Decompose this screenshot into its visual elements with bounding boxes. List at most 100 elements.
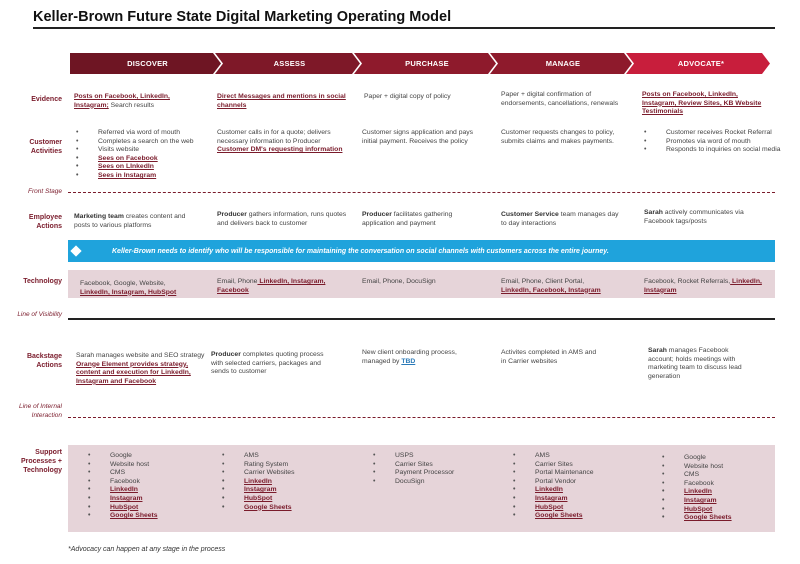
evidence-discover: Posts on Facebook, LinkedIn, Instagram; … [74, 93, 170, 109]
list-item: Google [660, 454, 770, 463]
list-item: Customer receives Rocket Referral [642, 129, 782, 138]
list-item: Rating System [220, 461, 340, 470]
page-title: Keller-Brown Future State Digital Market… [33, 9, 452, 25]
customer-purchase: Customer signs application and pays init… [362, 129, 474, 145]
employee-assess: Producer gathers information, runs quote… [217, 211, 347, 227]
evidence-assess-link[interactable]: Direct Messages and mentions in social c… [217, 93, 346, 109]
backstage-discover-link[interactable]: Orange Element provides strategy, conten… [76, 360, 191, 385]
list-item-link[interactable]: LinkedIn [86, 486, 206, 495]
stage-assess: ASSESS [273, 59, 306, 68]
customer-assess: Customer calls in for a quote; delivers … [217, 129, 352, 155]
list-item: CMS [86, 469, 206, 478]
list-item: Promotes via word of mouth [642, 138, 782, 147]
support-assess: AMS Rating System Carrier Websites Linke… [220, 452, 340, 512]
backstage-discover: Sarah manages website and SEO strategy O… [76, 352, 205, 385]
technology-discover: Facebook, Google, Website, LinkedIn, Ins… [80, 280, 210, 297]
evidence-advocate: Posts on Facebook, LinkedIn, Instagram, … [642, 91, 772, 117]
list-item-link[interactable]: Instagram [86, 495, 206, 504]
technology-discover-link[interactable]: LinkedIn, Instagram, HubSpot [80, 288, 177, 296]
list-item: Google [86, 452, 206, 461]
row-label-backstage-actions: Backstage Actions [26, 353, 62, 369]
employee-advocate: Sarah actively communicates via Facebook… [644, 209, 744, 225]
row-label-technology: Technology [23, 278, 62, 285]
support-discover: Google Website host CMS Facebook LinkedI… [86, 452, 206, 521]
list-item: AMS [220, 452, 340, 461]
chevron-advocate [626, 53, 770, 74]
list-item-link[interactable]: Sees on LInkedIn [74, 163, 209, 172]
list-item: Payment Processor [371, 469, 486, 478]
visibility-line [68, 318, 775, 320]
list-item: Carrier Sites [371, 461, 486, 470]
list-item-link[interactable]: Google Sheets [86, 512, 206, 521]
list-item-link[interactable]: Sees on Facebook [74, 155, 209, 164]
list-item-link[interactable]: LinkedIn [660, 488, 770, 497]
list-item-link[interactable]: Sees in Instagram [74, 172, 209, 181]
list-item-link[interactable]: LinkedIn [220, 478, 340, 487]
list-item-link[interactable]: Google Sheets [220, 504, 340, 513]
list-item-link[interactable]: HubSpot [511, 504, 626, 513]
title-rule [33, 27, 775, 29]
stage-advocate: ADVOCATE* [677, 59, 725, 68]
chevron-manage [490, 53, 632, 74]
technology-band [68, 270, 775, 298]
list-item-link[interactable]: Google Sheets [660, 514, 770, 523]
list-item-link[interactable]: HubSpot [660, 506, 770, 515]
technology-advocate-link[interactable]: LinkedIn, Instagram [644, 278, 762, 294]
backstage-assess: Producer completes quoting process with … [211, 351, 324, 376]
employee-manage: Customer Service team manages day to day… [501, 211, 619, 227]
backstage-advocate: Sarah manages Facebook account; holds me… [648, 347, 742, 380]
technology-assess: Email, Phone LinkedIn, Instagram, Facebo… [217, 278, 326, 294]
technology-manage-link[interactable]: LinkedIn, Facebook, Instagram [501, 286, 601, 294]
list-item: Carrier Sites [511, 461, 626, 470]
evidence-manage: Paper + digital confirmation of endorsem… [501, 91, 619, 107]
customer-discover: Referred via word of mouth Completes a s… [74, 129, 209, 181]
evidence-discover-link[interactable]: Posts on Facebook, LinkedIn, Instagram; [74, 93, 170, 109]
evidence-advocate-link[interactable]: Posts on Facebook, LinkedIn, Instagram, … [642, 91, 762, 116]
list-item: Portal Vendor [511, 478, 626, 487]
customer-advocate: Customer receives Rocket Referral Promot… [642, 129, 782, 155]
list-item: DocuSign [371, 478, 486, 487]
customer-assess-link[interactable]: Customer DM's requesting information [217, 146, 343, 154]
list-item: Completes a search on the web [74, 138, 209, 147]
list-item: Facebook [86, 478, 206, 487]
stage-manage: MANAGE [545, 59, 581, 68]
technology-manage: Email, Phone, Client Portal, LinkedIn, F… [501, 278, 629, 295]
list-item-link[interactable]: Instagram [220, 486, 340, 495]
line-label-internal: Line of Internal Interaction [18, 403, 62, 419]
stage-discover: DISCOVER [127, 59, 168, 68]
list-item-link[interactable]: Instagram [660, 497, 770, 506]
line-label-front-stage: Front Stage [28, 188, 62, 195]
row-label-evidence: Evidence [31, 96, 62, 103]
list-item: Referred via word of mouth [74, 129, 209, 138]
chevron-assess [215, 53, 360, 74]
row-label-support: Support Processes + Technology [20, 449, 62, 474]
employee-discover: Marketing team creates content and posts… [74, 213, 186, 229]
stage-purchase: PURCHASE [405, 59, 449, 68]
employee-purchase: Producer facilitates gathering applicati… [362, 211, 453, 227]
backstage-purchase-link[interactable]: TBD [401, 357, 416, 365]
list-item-link[interactable]: Google Sheets [511, 512, 626, 521]
stage-chevrons [70, 53, 770, 74]
backstage-purchase: New client onboarding process, managed b… [362, 349, 457, 365]
support-purchase: USPS Carrier Sites Payment Processor Doc… [371, 452, 486, 486]
list-item: CMS [660, 471, 770, 480]
technology-assess-link[interactable]: LinkedIn, Instagram, Facebook [217, 278, 326, 294]
list-item-link[interactable]: Instagram [511, 495, 626, 504]
footnote: *Advocacy can happen at any stage in the… [68, 546, 226, 553]
list-item: Website host [86, 461, 206, 470]
list-item: USPS [371, 452, 486, 461]
customer-manage: Customer requests changes to policy, sub… [501, 129, 615, 145]
evidence-assess: Direct Messages and mentions in social c… [217, 93, 347, 110]
list-item: Visits website [74, 146, 209, 155]
list-item-link[interactable]: LinkedIn [511, 486, 626, 495]
front-stage-line [68, 192, 775, 193]
list-item-link[interactable]: HubSpot [86, 504, 206, 513]
list-item: Portal Maintenance [511, 469, 626, 478]
row-label-employee-actions: Employee Actions [28, 214, 62, 230]
support-manage: AMS Carrier Sites Portal Maintenance Por… [511, 452, 626, 521]
technology-advocate: Facebook, Rocket Referrals, LinkedIn, In… [644, 278, 762, 294]
responsibility-banner: Keller-Brown needs to identify who will … [68, 240, 775, 262]
chevron-discover [70, 53, 221, 74]
list-item-link[interactable]: HubSpot [220, 495, 340, 504]
backstage-manage: Activites completed in AMS and in Carrie… [501, 349, 597, 365]
